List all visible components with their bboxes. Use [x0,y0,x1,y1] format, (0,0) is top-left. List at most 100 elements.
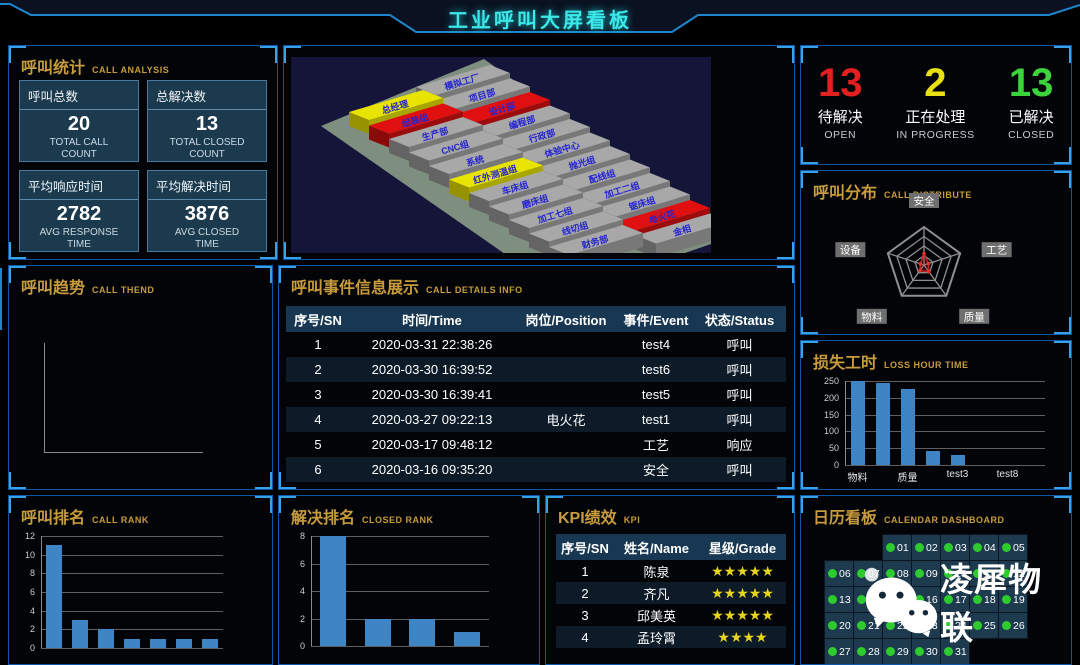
calendar-day-cell: 19 [998,586,1028,613]
table-header-cell: 序号/SN [294,312,342,328]
calendar-day-number: 27 [839,646,851,658]
calendar-day-cell: 06 [824,560,854,587]
panel-loss-hour: 损失工时 LOSS HOUR TIME 0 50 100 150 200 250 物料 质量 te… [800,340,1072,490]
map-block-face [489,206,509,229]
corner-bracket [255,266,272,283]
panel-title-zh: 损失工时 [813,355,878,372]
calendar-day-number: 20 [839,620,851,632]
trend-empty-axes [44,343,203,453]
status-dot-green [886,569,895,578]
calendar-day-number: 01 [897,542,909,554]
panel-title-call-rank: 呼叫排名 CALL RANK [21,504,149,528]
gridline [845,465,1045,466]
bar [900,388,915,465]
stat-desc: TOTAL CLOSED COUNT [169,137,245,160]
gridline [311,591,489,592]
table-cell: 2020-03-27 09:22:13 [371,412,493,427]
panel-title-call-details: 呼叫事件信息展示 CALL DETAILS INFO [291,274,523,298]
gridline [41,648,223,649]
calendar-day-number: 08 [897,568,909,580]
status-open-desc: OPEN [824,129,857,141]
stat-value: 2782 [56,203,102,225]
table-row: 5 2020-03-17 09:48:12 工艺 响应 [286,432,786,457]
panel-title-en: CALL THEND [92,285,155,295]
table-row: 2 2020-03-30 16:39:52 test6 呼叫 [286,357,786,382]
corner-bracket [9,46,26,63]
panel-title-call-trend: 呼叫趋势 CALL THEND [21,274,154,298]
panel-title-zh: KPI绩效 [558,510,617,527]
y-axis-line [845,381,846,465]
corner-bracket [801,317,818,334]
calendar-day-cell: 10 [940,560,970,587]
panel-call-analysis: 呼叫统计 CALL ANALYSIS 呼叫总数 20 TOTAL CALL COU… [8,45,278,260]
stat-value: 20 [67,113,91,135]
corner-bracket [1054,46,1071,63]
y-axis-line [311,536,312,646]
calendar-day-cell: 11 [969,560,999,587]
status-progress-desc: IN PROGRESS [896,129,975,141]
kpi-name: 邱美英 [636,608,676,624]
radar-point [922,251,926,256]
radar-shape [886,225,962,297]
bar [46,545,62,648]
table-cell: test1 [641,412,671,427]
corner-bracket [9,242,26,259]
kpi-header-cell: 序号/SN [561,540,609,556]
table-cell: 呼叫 [726,463,753,478]
map-block-face [429,166,449,188]
map-block-face [469,193,489,215]
watermark: 凌犀物联 [858,553,1073,648]
stat-desc: TOTAL CALL COUNT [49,137,109,160]
panel-title-en: CALL DETAILS INFO [426,285,523,295]
status-dot-green [1002,621,1011,630]
status-dot-green [828,621,837,630]
map-block-face [389,117,483,147]
map-block-face [529,211,623,242]
map-block-face [509,220,529,242]
stat-value: 3876 [184,203,230,225]
status-dot-green [1002,569,1011,578]
corner-bracket [801,341,818,358]
radar-spoke [887,252,925,266]
corner-bracket [1054,317,1071,334]
calendar-day-cell: 05 [998,534,1028,561]
map-block-face [636,213,730,244]
y-axis-tick: 6 [29,587,35,597]
gridline [845,381,1045,382]
kpi-row: 4 孟玲霄 ★★★★ [556,626,786,648]
status-closed-label: 已解决 [1008,109,1054,126]
status-dot-green [886,543,895,552]
panel-title-en: LOSS HOUR TIME [884,360,969,370]
status-dot-green [857,569,866,578]
radar-point [918,262,923,266]
x-axis-label: 物料 [847,473,868,484]
bar [150,638,166,648]
calendar-day-number: 13 [839,594,851,606]
corner-bracket [1054,341,1071,358]
map-block-face [596,186,690,217]
calendar-day-number: 10 [955,568,967,580]
gridline [41,573,223,575]
y-axis-tick: 10 [24,549,35,560]
corner-bracket [777,266,794,283]
table-cell: 3 [314,387,322,402]
calendar-day-number: 12 [1013,568,1025,580]
table-cell: 2 [314,362,322,377]
panel-title-zh: 解决排名 [291,510,356,527]
map-block-face [449,179,469,202]
gridline [311,563,489,565]
map-block-label: 金相 [671,222,692,238]
calendar-day-cell: 20 [824,612,854,639]
status-closed-value: 13 [1008,61,1054,105]
map-block-face [429,144,523,174]
y-axis-tick: 100 [823,426,839,437]
radar-shape [896,235,952,289]
radar-axis-label: 质量 [964,311,985,323]
radar-axis-label-bg [856,308,887,324]
table-row: 6 2020-03-16 09:35:20 安全 呼叫 [286,457,786,482]
x-axis-label: test3 [946,469,969,480]
calendar-day-cell: 26 [998,612,1028,639]
corner-bracket [1054,147,1071,164]
kpi-name: 齐凡 [643,586,670,602]
